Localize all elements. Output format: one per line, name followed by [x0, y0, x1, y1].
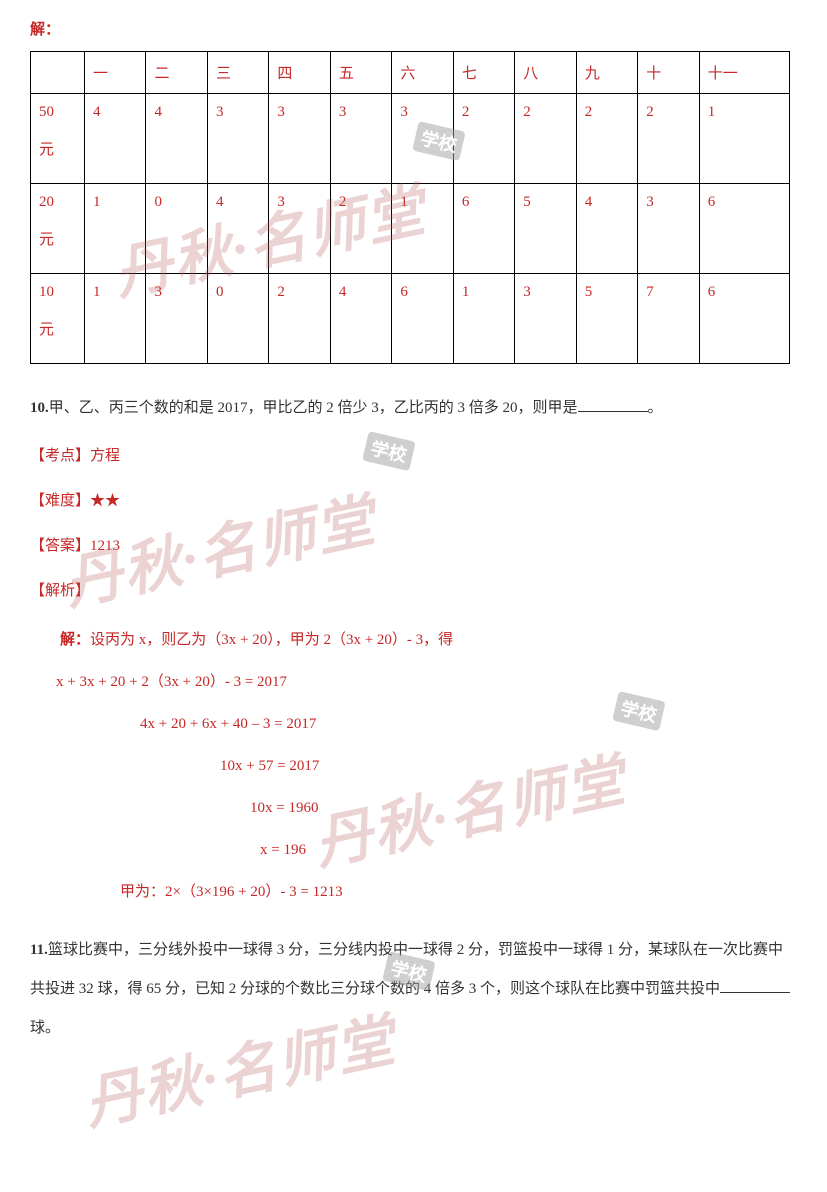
table-row: 10元 1 3 0 2 4 6 1 3 5 7 6: [31, 274, 790, 364]
kaodian-line: 【考点】方程: [30, 443, 797, 470]
fill-blank: [578, 396, 648, 413]
solution-table: 一 二 三 四 五 六 七 八 九 十 十一 50元 4 4 3 3 3 3 2…: [30, 51, 790, 364]
nandu-line: 【难度】★★: [30, 488, 797, 515]
fill-blank: [720, 977, 790, 994]
table-row: 50元 4 4 3 3 3 3 2 2 2 2 1: [31, 94, 790, 184]
table-row: 20元 1 0 4 3 2 1 6 5 4 3 6: [31, 184, 790, 274]
jiexi-line: 【解析】: [30, 578, 797, 605]
question-number: 11.: [30, 942, 48, 958]
question-11: 11.篮球比赛中，三分线外投中一球得 3 分，三分线内投中一球得 2 分，罚篮投…: [30, 931, 797, 1048]
solve-label: 解：: [30, 18, 797, 39]
daan-line: 【答案】1213: [30, 533, 797, 560]
question-10: 10.甲、乙、丙三个数的和是 2017，甲比乙的 2 倍少 3，乙比丙的 3 倍…: [30, 392, 797, 425]
question-number: 10.: [30, 400, 49, 416]
solution-work: 解：设丙为 x，则乙为（3x + 20），甲为 2（3x + 20）- 3，得 …: [60, 619, 797, 913]
table-header-row: 一 二 三 四 五 六 七 八 九 十 十一: [31, 52, 790, 94]
